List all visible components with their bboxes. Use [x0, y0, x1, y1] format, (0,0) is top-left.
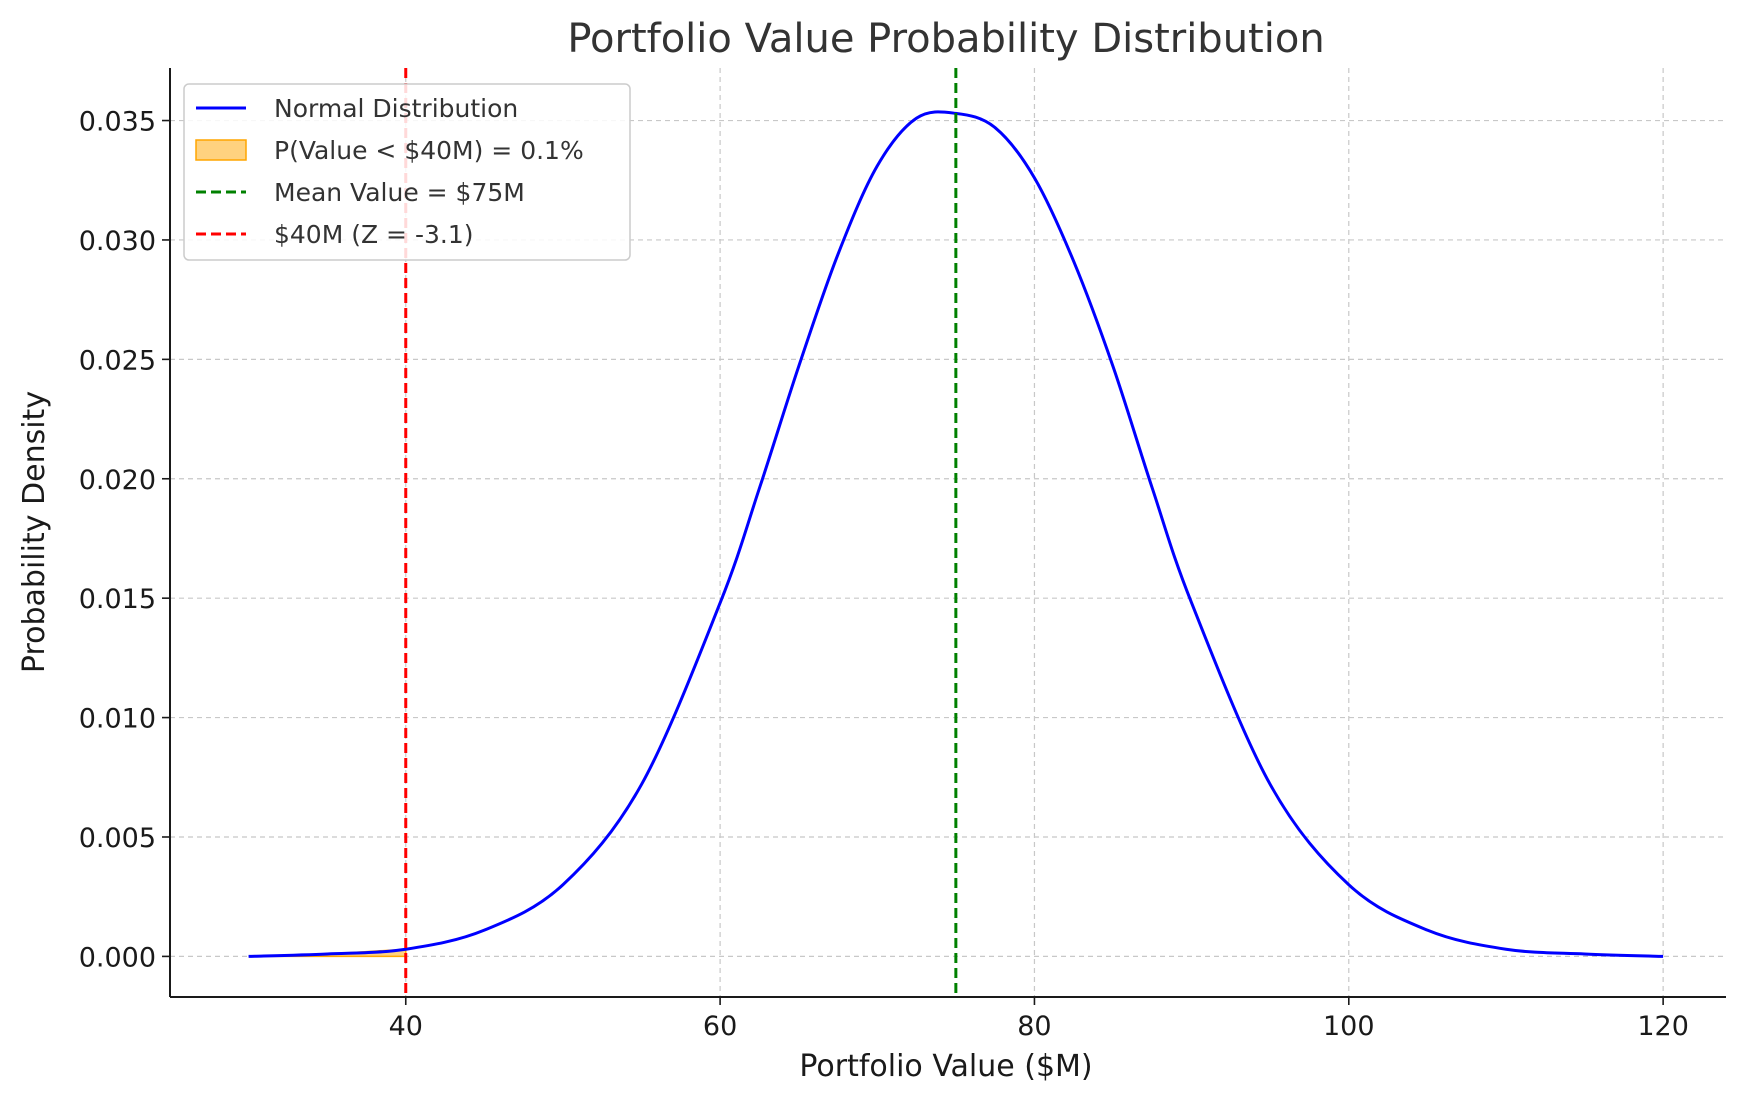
y-tick-label: 0.015	[79, 584, 156, 615]
y-tick-layer: 0.000 0.005 0.010 0.015 0.020 0.025 0.030 0.035	[79, 107, 170, 973]
y-tick-label: 0.025	[79, 345, 156, 376]
x-tick-label: 40	[389, 1011, 423, 1042]
y-tick-label: 0.035	[79, 107, 156, 138]
chart-title: Portfolio Value Probability Distribution	[567, 16, 1324, 62]
x-tick-label: 80	[1017, 1011, 1051, 1042]
legend-entries: Normal Distribution P(Value < $40M) = 0.1…	[195, 94, 584, 249]
grid-layer	[170, 68, 1726, 997]
y-tick-label: 0.030	[79, 226, 156, 257]
y-axis-label: Probability Density	[17, 391, 52, 673]
y-tick-label: 0.000	[79, 942, 156, 973]
y-tick-label: 0.020	[79, 465, 156, 496]
x-tick-label: 120	[1637, 1011, 1689, 1042]
legend-label: P(Value < $40M) = 0.1%	[274, 136, 584, 165]
legend-box	[183, 83, 631, 261]
x-axis-label: Portfolio Value ($M)	[799, 1049, 1092, 1084]
axes-layer	[169, 68, 1726, 998]
x-tick-label: 60	[703, 1011, 737, 1042]
legend-label: $40M (Z = -3.1)	[274, 220, 474, 249]
x-tick-layer: 40 60 80 100 120	[389, 997, 1689, 1042]
y-tick-label: 0.010	[79, 704, 156, 735]
y-tick-label: 0.005	[79, 823, 156, 854]
x-tick-label: 100	[1323, 1011, 1375, 1042]
legend: Normal Distribution P(Value < $40M) = 0.1…	[183, 83, 631, 261]
legend-swatch-area	[195, 139, 247, 161]
legend-label: Normal Distribution	[274, 94, 518, 123]
legend-label: Mean Value = $75M	[274, 178, 525, 207]
